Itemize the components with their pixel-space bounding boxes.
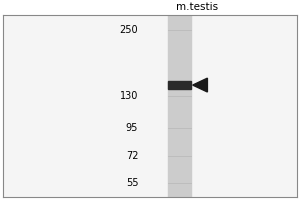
Bar — [168, 15, 191, 197]
Text: 72: 72 — [126, 151, 138, 161]
Text: 130: 130 — [120, 91, 138, 101]
Text: 55: 55 — [126, 178, 138, 188]
Bar — [168, 81, 191, 89]
Text: 95: 95 — [126, 123, 138, 133]
Text: m.testis: m.testis — [176, 2, 218, 12]
Polygon shape — [193, 78, 207, 92]
Text: 250: 250 — [120, 25, 138, 35]
